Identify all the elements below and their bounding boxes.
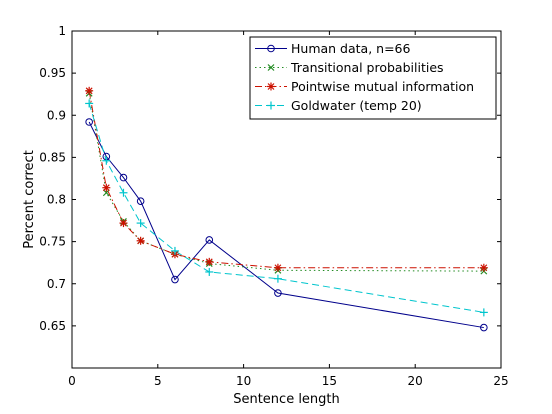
x-tick-label: 15 bbox=[322, 374, 337, 388]
data-point-human bbox=[274, 289, 282, 297]
legend-entry-human: Human data, n=66 bbox=[291, 41, 411, 56]
data-point-goldwater bbox=[170, 246, 179, 255]
series-line-pmi bbox=[88, 90, 484, 269]
y-tick-label: 0.65 bbox=[39, 319, 66, 333]
data-point-pmi bbox=[85, 86, 94, 95]
y-tick-label: 0.7 bbox=[47, 277, 66, 291]
data-point-human bbox=[171, 275, 179, 284]
data-point-goldwater bbox=[136, 219, 145, 228]
y-tick-label: 0.8 bbox=[47, 193, 66, 207]
series-line-human bbox=[88, 121, 484, 329]
x-tick-label: 0 bbox=[68, 374, 76, 388]
legend-entry-pmi: Pointwise mutual information bbox=[291, 79, 474, 94]
y-tick-label: 0.85 bbox=[39, 150, 66, 164]
data-point-transitional bbox=[102, 189, 110, 197]
legend-samples bbox=[255, 44, 287, 110]
y-tick-label: 0.9 bbox=[47, 108, 66, 122]
legend-entry-goldwater: Goldwater (temp 20) bbox=[291, 98, 422, 113]
legend: Human data, n=66 Transitional probabilit… bbox=[249, 36, 497, 120]
x-tick-label: 10 bbox=[236, 374, 251, 388]
y-tick-label: 1 bbox=[58, 24, 66, 38]
data-point-pmi bbox=[205, 257, 214, 266]
legend-entry-transitional: Transitional probabilities bbox=[290, 60, 444, 75]
data-point-human bbox=[205, 236, 214, 244]
y-axis-label: Percent correct bbox=[22, 150, 37, 249]
x-tick-label: 20 bbox=[408, 374, 423, 388]
data-point-pmi bbox=[136, 236, 145, 245]
legend-marker-goldwater bbox=[267, 101, 275, 110]
series-lines bbox=[88, 90, 484, 329]
x-tick-label: 5 bbox=[154, 374, 162, 388]
data-point-human bbox=[85, 118, 93, 126]
data-point-human bbox=[119, 173, 128, 182]
data-point-goldwater bbox=[273, 274, 282, 283]
axis-ticks: 0 5 10 15 20 25 0.65 0.7 0.75 0.8 0.85 0.9 0.95 1 bbox=[39, 24, 508, 388]
data-point-goldwater bbox=[205, 267, 214, 276]
legend-marker-pmi bbox=[267, 82, 275, 91]
data-point-pmi bbox=[119, 219, 128, 228]
data-point-human bbox=[136, 197, 145, 205]
data-point-goldwater bbox=[119, 188, 128, 197]
data-point-goldwater bbox=[102, 156, 111, 165]
legend-box bbox=[249, 36, 497, 120]
x-axis-label: Sentence length bbox=[233, 392, 340, 407]
data-point-pmi bbox=[479, 263, 488, 272]
y-tick-label: 0.95 bbox=[39, 66, 66, 80]
series-markers bbox=[85, 86, 488, 332]
data-point-human bbox=[480, 323, 488, 332]
data-point-pmi bbox=[102, 183, 111, 192]
legend-marker-transitional bbox=[267, 64, 275, 71]
plot-frame bbox=[71, 30, 502, 369]
data-point-goldwater bbox=[479, 308, 488, 317]
legend-marker-human bbox=[267, 44, 275, 53]
y-tick-label: 0.75 bbox=[39, 235, 66, 249]
data-point-goldwater bbox=[85, 99, 94, 108]
x-tick-label: 25 bbox=[493, 374, 508, 388]
data-point-pmi bbox=[273, 263, 282, 272]
